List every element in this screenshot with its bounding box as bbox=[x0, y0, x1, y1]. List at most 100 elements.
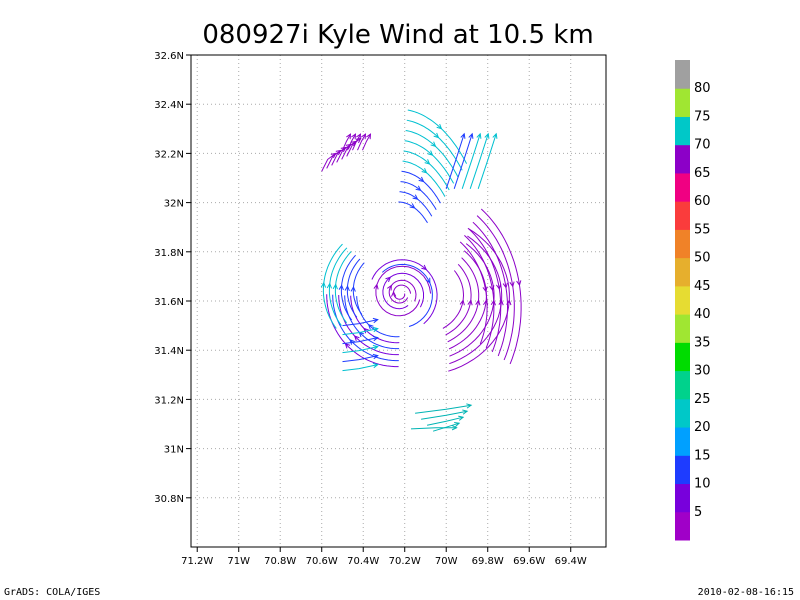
colorbar-label: 75 bbox=[694, 109, 711, 124]
streamline-arrow bbox=[361, 133, 367, 140]
streamline bbox=[405, 130, 459, 178]
streamline-arrow bbox=[424, 159, 431, 165]
colorbar-swatch bbox=[675, 201, 690, 230]
streamline-arrow bbox=[367, 323, 374, 330]
streamline-arrow bbox=[451, 425, 458, 431]
streamline bbox=[357, 133, 366, 151]
streamlines bbox=[320, 109, 522, 432]
streamline bbox=[336, 144, 351, 163]
streamline bbox=[421, 410, 468, 420]
streamline bbox=[404, 140, 455, 184]
streamline-arrow bbox=[366, 133, 372, 140]
y-tick-label: 31.4N bbox=[154, 346, 184, 357]
streamline-arrow bbox=[330, 152, 337, 159]
streamline-arrow bbox=[386, 284, 392, 291]
colorbar-label: 50 bbox=[694, 251, 711, 266]
colorbar-swatch bbox=[675, 144, 690, 174]
x-axis-ticks: 71.2W 71W 70.8W 70.6W 70.4W 70.2W 70W 69.8W 69.6… bbox=[181, 547, 587, 567]
colorbar-swatch bbox=[675, 370, 690, 400]
colorbar-swatch bbox=[675, 314, 690, 343]
streamline-arrow bbox=[462, 409, 469, 415]
streamline bbox=[342, 337, 378, 345]
streamline-arrow bbox=[495, 283, 502, 291]
x-tick-label: 71.2W bbox=[181, 556, 213, 567]
streamline-arrow bbox=[346, 133, 352, 140]
streamline-arrow bbox=[421, 167, 428, 174]
streamline bbox=[326, 294, 399, 368]
streamline bbox=[334, 251, 352, 324]
streamline bbox=[402, 160, 446, 197]
streamline-arrow bbox=[498, 299, 504, 306]
colorbar-swatch bbox=[675, 229, 690, 259]
streamline bbox=[382, 272, 424, 310]
streamline bbox=[442, 270, 465, 329]
colorbar-label: 65 bbox=[694, 166, 711, 181]
streamline bbox=[342, 346, 378, 354]
x-tick-label: 70.6W bbox=[306, 556, 338, 567]
streamline bbox=[388, 279, 417, 304]
streamline-arrow bbox=[433, 132, 440, 139]
streamline bbox=[469, 133, 489, 189]
streamline bbox=[352, 133, 361, 151]
streamline-arrow bbox=[476, 132, 482, 139]
streamline-arrow bbox=[425, 277, 431, 284]
streamline-arrow bbox=[482, 286, 488, 293]
streamline-arrow bbox=[460, 132, 466, 139]
streamline-arrow bbox=[427, 150, 434, 156]
streamline-arrow bbox=[415, 185, 422, 192]
streamline bbox=[410, 427, 457, 430]
y-tick-label: 31N bbox=[164, 445, 184, 456]
streamline-arrow bbox=[502, 282, 508, 289]
streamline-arrow bbox=[418, 176, 425, 183]
x-tick-label: 69.8W bbox=[472, 556, 504, 567]
streamline bbox=[342, 355, 378, 363]
streamline bbox=[399, 191, 433, 217]
streamline-arrow bbox=[492, 132, 498, 139]
colorbar-label: 80 bbox=[694, 81, 711, 96]
colorbar-swatch bbox=[675, 483, 690, 513]
streamline-arrow bbox=[421, 264, 428, 271]
streamline-arrow bbox=[372, 317, 379, 324]
streamline-arrow bbox=[373, 283, 379, 290]
streamline bbox=[480, 208, 522, 365]
streamline-arrow bbox=[385, 276, 392, 283]
streamline-arrow bbox=[475, 299, 481, 306]
streamline bbox=[477, 133, 497, 189]
streamline bbox=[371, 259, 438, 325]
streamline bbox=[342, 328, 378, 336]
colorbar-swatch bbox=[675, 511, 690, 541]
chart-title: 080927i Kyle Wind at 10.5 km bbox=[202, 20, 593, 50]
y-tick-label: 30.8N bbox=[154, 494, 184, 505]
streamline-arrow bbox=[509, 281, 515, 288]
y-tick-label: 32N bbox=[164, 199, 184, 210]
streamline-arrow bbox=[412, 194, 419, 200]
streamline-arrow bbox=[350, 285, 356, 292]
streamline-arrow bbox=[351, 133, 357, 140]
colorbar-label: 5 bbox=[694, 505, 702, 520]
streamline-arrow bbox=[320, 281, 327, 288]
streamline-arrow bbox=[468, 132, 474, 139]
streamline bbox=[375, 265, 432, 317]
streamline bbox=[448, 250, 487, 350]
grid bbox=[191, 54, 606, 547]
streamline bbox=[476, 215, 515, 361]
streamline-arrow bbox=[372, 362, 379, 369]
streamline bbox=[362, 133, 371, 151]
colorbar-label: 20 bbox=[694, 420, 711, 435]
streamline-arrow bbox=[332, 283, 338, 290]
streamline bbox=[453, 133, 473, 189]
streamline bbox=[426, 416, 464, 426]
streamline bbox=[461, 133, 481, 189]
x-tick-label: 70.4W bbox=[347, 556, 379, 567]
y-tick-label: 32.6N bbox=[154, 51, 184, 62]
colorbar-label: 10 bbox=[694, 477, 711, 492]
streamline-arrow bbox=[430, 141, 437, 148]
streamline bbox=[321, 153, 336, 172]
y-axis-ticks: 30.8N 31N 31.2N 31.4N 31.6N 31.8N 32N 32.2N 32.4… bbox=[154, 51, 191, 505]
streamline bbox=[401, 170, 441, 204]
colorbar-swatch bbox=[675, 427, 690, 456]
streamline bbox=[447, 257, 480, 343]
y-tick-label: 32.2N bbox=[154, 149, 184, 160]
streamline bbox=[346, 258, 361, 318]
streamline-arrow bbox=[489, 285, 495, 292]
